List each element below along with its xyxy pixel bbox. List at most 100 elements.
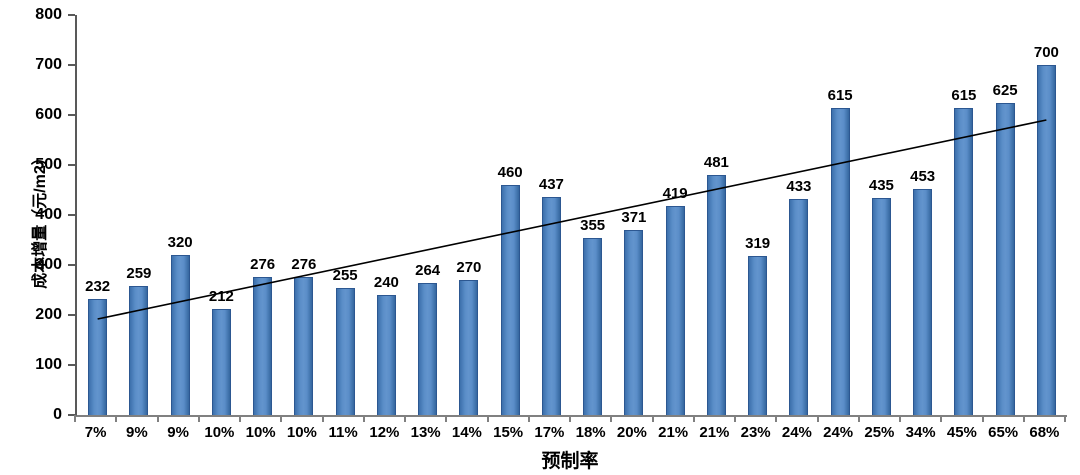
x-tick-mark <box>692 415 695 422</box>
bar <box>129 285 149 415</box>
x-tick-mark <box>74 415 76 422</box>
x-tick-mark <box>899 415 901 422</box>
x-tick-mark <box>569 415 571 422</box>
x-tick-mark <box>1022 415 1025 422</box>
x-tick-label: 12% <box>369 424 400 441</box>
bar-value-label: 615 <box>827 86 853 104</box>
bar <box>376 295 396 415</box>
bar <box>830 107 850 415</box>
bar <box>170 255 190 415</box>
x-tick-mark <box>775 415 778 422</box>
bar-value-label: 453 <box>910 167 936 185</box>
x-tick-label: 21% <box>658 424 689 441</box>
bar <box>748 255 768 415</box>
y-tick-mark <box>68 14 75 16</box>
bar <box>459 280 479 415</box>
x-tick-mark <box>940 415 943 422</box>
x-tick-mark <box>197 415 200 422</box>
x-tick-mark <box>404 415 406 422</box>
bar-value-label: 481 <box>703 153 729 171</box>
x-tick-label: 7% <box>84 424 107 441</box>
x-tick-label: 18% <box>575 424 606 441</box>
bar-value-label: 276 <box>291 256 317 273</box>
x-tick-mark <box>486 415 489 422</box>
bar-value-label: 419 <box>662 184 688 202</box>
x-tick-label: 13% <box>410 424 441 441</box>
bar-value-label: 433 <box>786 177 812 195</box>
x-tick-label: 65% <box>988 424 1019 441</box>
x-tick-label: 45% <box>946 424 977 441</box>
y-tick-mark <box>68 214 75 216</box>
bar <box>624 229 644 415</box>
bar-value-label: 270 <box>456 259 482 276</box>
bar <box>871 197 891 415</box>
x-tick-mark <box>610 415 613 422</box>
x-tick-label: 24% <box>823 424 854 441</box>
y-tick-mark <box>68 364 75 366</box>
y-tick-mark <box>68 314 75 316</box>
bar-value-label: 437 <box>538 175 564 193</box>
bar <box>418 283 438 415</box>
bar-value-label: 371 <box>621 208 647 226</box>
x-tick-mark <box>445 415 448 422</box>
y-tick-label: 300 <box>35 256 62 273</box>
bar-value-label: 255 <box>332 266 358 284</box>
x-tick-mark <box>981 415 984 422</box>
bar-value-label: 460 <box>497 164 523 181</box>
x-tick-mark <box>651 415 654 422</box>
bar <box>253 277 273 415</box>
x-tick-label: 20% <box>616 424 647 441</box>
bar <box>88 299 108 415</box>
y-tick-label: 0 <box>53 406 62 423</box>
x-tick-label: 21% <box>699 424 730 441</box>
bar <box>1036 65 1056 415</box>
bar <box>335 287 355 415</box>
x-tick-mark <box>321 415 324 422</box>
x-tick-mark <box>280 415 283 422</box>
y-tick-label: 200 <box>35 306 62 323</box>
bar <box>995 102 1015 415</box>
x-tick-label: 11% <box>328 424 358 441</box>
y-tick-mark <box>68 114 75 116</box>
bar-value-label: 259 <box>126 264 152 282</box>
x-tick-label: 23% <box>740 424 771 441</box>
y-tick-label: 400 <box>35 206 62 223</box>
x-tick-label: 14% <box>451 424 482 441</box>
y-tick-label: 100 <box>35 356 62 373</box>
bar-value-label: 212 <box>208 288 234 305</box>
bar-value-label: 615 <box>951 86 977 104</box>
bar <box>954 107 974 415</box>
x-tick-mark <box>527 415 530 422</box>
bar-value-label: 700 <box>1033 44 1059 61</box>
x-tick-mark <box>1064 415 1066 422</box>
x-tick-label: 9% <box>167 424 189 441</box>
x-tick-label: 68% <box>1029 424 1060 441</box>
y-tick-mark <box>68 264 75 266</box>
x-tick-label: 10% <box>286 424 317 441</box>
y-tick-mark <box>68 64 75 66</box>
x-tick-label: 24% <box>781 424 812 441</box>
x-tick-label: 17% <box>534 424 565 441</box>
y-tick-label: 600 <box>35 106 62 123</box>
x-tick-label: 25% <box>864 424 895 441</box>
bar <box>211 309 231 415</box>
y-tick-label: 700 <box>35 56 62 73</box>
x-tick-mark <box>734 415 736 422</box>
x-tick-mark <box>816 415 819 422</box>
x-tick-mark <box>857 415 860 422</box>
x-tick-label: 10% <box>204 424 235 441</box>
bar-value-label: 435 <box>868 176 894 194</box>
bar-value-label: 320 <box>167 234 193 251</box>
x-tick-label: 15% <box>493 424 524 441</box>
x-tick-label: 9% <box>126 424 148 441</box>
bar-value-label: 319 <box>745 234 771 252</box>
x-tick-label: 10% <box>245 424 276 441</box>
bar <box>706 174 726 415</box>
bar <box>583 237 603 415</box>
y-tick-mark <box>68 164 75 166</box>
x-axis-title: 预制率 <box>541 451 599 472</box>
bar-value-label: 625 <box>992 81 1018 99</box>
x-tick-mark <box>362 415 365 422</box>
bar <box>500 185 520 415</box>
